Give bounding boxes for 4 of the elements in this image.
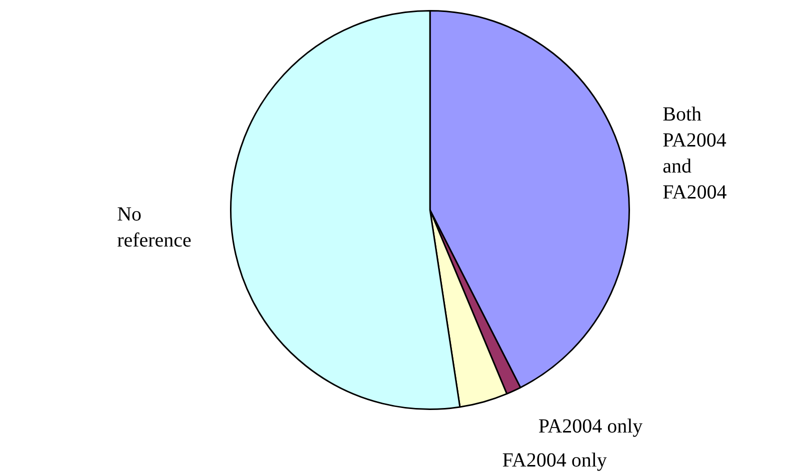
slice-label: PA2004 only	[538, 415, 643, 438]
slice-label: No reference	[117, 203, 192, 252]
slice-label: Both PA2004 and FA2004	[662, 103, 727, 204]
slice-label: FA2004 only	[502, 449, 607, 472]
